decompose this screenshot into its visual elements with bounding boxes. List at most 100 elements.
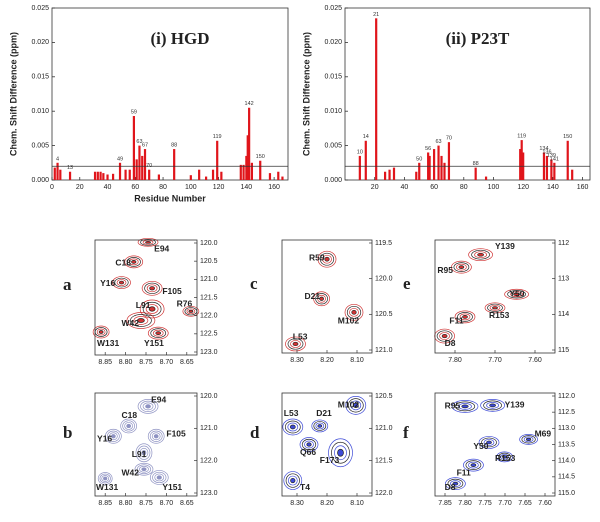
- contour: [523, 436, 534, 443]
- contour: [103, 476, 108, 481]
- contour: [290, 477, 296, 484]
- bar: [96, 171, 99, 180]
- contour: [311, 419, 329, 433]
- bar: [53, 167, 56, 180]
- contour: [155, 331, 162, 335]
- contour: [99, 473, 111, 484]
- contour: [136, 464, 152, 475]
- peak-label: D21: [305, 291, 321, 301]
- x-tick-label: 8.75: [139, 359, 153, 366]
- x-tick-label: 160: [268, 184, 280, 191]
- peak-label: F105: [162, 286, 182, 296]
- bar-label: 136: [542, 149, 551, 155]
- chart-title: (ii) P23T: [446, 29, 510, 48]
- y-tick-label: 0.005: [31, 142, 49, 149]
- contour: [334, 445, 347, 461]
- x-tick-label: 160: [577, 184, 589, 191]
- y-tick-label: 121.0: [200, 425, 218, 432]
- y-tick-label: 123.0: [200, 490, 218, 497]
- contour: [130, 314, 152, 327]
- bar: [392, 167, 396, 180]
- bar: [443, 162, 446, 180]
- contour: [98, 330, 104, 334]
- y-tick-label: 121.5: [375, 458, 393, 465]
- peak-label: Y16: [97, 434, 112, 444]
- contour: [116, 279, 127, 286]
- contour: [285, 473, 300, 488]
- contour: [441, 333, 448, 339]
- x-tick-label: 7.80: [458, 500, 472, 507]
- bar-label: 70: [446, 136, 452, 142]
- bar-label: 88: [473, 161, 479, 167]
- contour: [525, 437, 532, 441]
- contour: [457, 311, 473, 322]
- contour: [453, 262, 470, 272]
- panel-letter: d: [250, 423, 260, 442]
- x-tick-label: 7.60: [528, 357, 542, 364]
- y-tick-label: 0.025: [31, 5, 49, 12]
- panel-frame: [434, 239, 556, 354]
- peak-label: M102: [338, 400, 360, 410]
- x-tick-label: 7.85: [438, 500, 452, 507]
- peak-label: Y16: [100, 278, 115, 288]
- x-tick-label: 0: [50, 184, 54, 191]
- contour: [487, 303, 503, 312]
- contour: [137, 399, 159, 414]
- contour: [140, 400, 156, 412]
- bar: [148, 169, 151, 180]
- x-tick-label: 7.80: [448, 357, 462, 364]
- contour: [182, 305, 200, 317]
- contour: [134, 462, 154, 476]
- y-tick-label: 120.0: [200, 393, 218, 400]
- contour: [153, 434, 159, 439]
- contour: [301, 438, 317, 451]
- bar-label: 49: [117, 156, 123, 162]
- bar: [143, 149, 147, 180]
- y-tick-label: 115: [558, 347, 569, 354]
- contour: [156, 475, 162, 480]
- contour: [154, 473, 165, 482]
- bar: [211, 169, 215, 180]
- x-tick-label: 8.10: [350, 500, 364, 507]
- contour: [510, 291, 523, 298]
- plot-frame: [344, 7, 591, 181]
- peak-label: E94: [151, 394, 166, 404]
- bar: [415, 171, 418, 180]
- contour: [507, 290, 526, 299]
- contour: [451, 260, 472, 274]
- bar-label: 13: [67, 165, 73, 171]
- contour: [118, 280, 125, 285]
- x-tick-label: 7.60: [538, 500, 552, 507]
- contour: [456, 263, 467, 271]
- x-tick-label: 60: [430, 184, 438, 191]
- contour: [145, 404, 151, 409]
- x-tick-label: 8.20: [320, 500, 334, 507]
- x-tick-label: 7.70: [488, 357, 502, 364]
- contour: [186, 308, 196, 315]
- contour: [122, 420, 136, 432]
- x-tick-label: 7.75: [478, 500, 492, 507]
- contour: [463, 458, 484, 472]
- contour: [346, 305, 362, 319]
- bar-label: 150: [256, 154, 265, 160]
- contour: [283, 471, 303, 490]
- peak-label: C18: [122, 410, 138, 420]
- contour: [92, 325, 110, 339]
- contour: [489, 304, 501, 311]
- contour: [345, 396, 367, 415]
- contour: [141, 280, 163, 296]
- bar: [157, 174, 160, 180]
- contour: [451, 400, 479, 413]
- bar: [432, 149, 436, 180]
- bar: [118, 162, 122, 180]
- contour: [137, 445, 151, 460]
- bar: [173, 149, 176, 180]
- x-tick-label: 140: [547, 184, 559, 191]
- bar-label: 142: [245, 101, 254, 107]
- panel-frame: [94, 392, 198, 497]
- contour: [146, 284, 158, 293]
- bar-label: 63: [435, 139, 441, 145]
- bar: [388, 169, 391, 180]
- peak-label: W42: [122, 318, 140, 328]
